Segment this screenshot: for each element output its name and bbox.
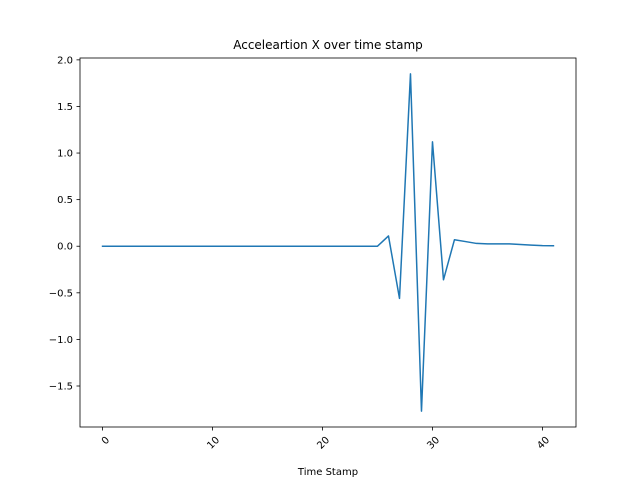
- y-tick-label: 2.0: [57, 55, 73, 66]
- data-point: [256, 246, 257, 247]
- data-point: [179, 246, 180, 247]
- data-point: [267, 246, 268, 247]
- data-point: [168, 246, 169, 247]
- data-point: [113, 246, 114, 247]
- y-tick-label: 0.5: [57, 195, 73, 206]
- data-point: [487, 243, 488, 244]
- data-point: [190, 246, 191, 247]
- data-point: [454, 239, 455, 240]
- data-point: [102, 246, 103, 247]
- x-axis-label: Time Stamp: [297, 467, 358, 478]
- data-point: [399, 298, 400, 299]
- y-tick-label: 1.5: [57, 102, 73, 113]
- axes-frame: [79, 57, 577, 428]
- data-point: [124, 246, 125, 247]
- data-point: [366, 246, 367, 247]
- chart-title: Acceleartion X over time stamp: [233, 38, 423, 52]
- data-point: [333, 246, 334, 247]
- data-point: [509, 243, 510, 244]
- data-point: [344, 246, 345, 247]
- data-point: [465, 241, 466, 242]
- data-point: [146, 246, 147, 247]
- data-point: [300, 246, 301, 247]
- data-point: [498, 243, 499, 244]
- data-point: [355, 246, 356, 247]
- data-point: [542, 245, 543, 246]
- data-point: [135, 246, 136, 247]
- data-point: [311, 246, 312, 247]
- data-point: [278, 246, 279, 247]
- y-tick-label: −0.5: [49, 288, 73, 299]
- data-point: [245, 246, 246, 247]
- data-point: [234, 246, 235, 247]
- data-point: [443, 279, 444, 280]
- data-point: [223, 246, 224, 247]
- data-point: [432, 141, 433, 142]
- y-tick-label: 1.0: [57, 149, 73, 160]
- data-point: [553, 245, 554, 246]
- data-point: [421, 411, 422, 412]
- y-tick-label: −1.5: [49, 382, 73, 393]
- data-point: [520, 244, 521, 245]
- data-point: [157, 246, 158, 247]
- series-line-0: [101, 73, 555, 412]
- y-tick-label: 0.0: [57, 242, 73, 253]
- data-point: [388, 235, 389, 236]
- data-point: [201, 246, 202, 247]
- data-point: [476, 243, 477, 244]
- data-point: [322, 246, 323, 247]
- data-point: [531, 245, 532, 246]
- data-point: [289, 246, 290, 247]
- y-tick-label: −1.0: [49, 335, 73, 346]
- data-point: [377, 246, 378, 247]
- data-point: [212, 246, 213, 247]
- data-point: [410, 73, 411, 74]
